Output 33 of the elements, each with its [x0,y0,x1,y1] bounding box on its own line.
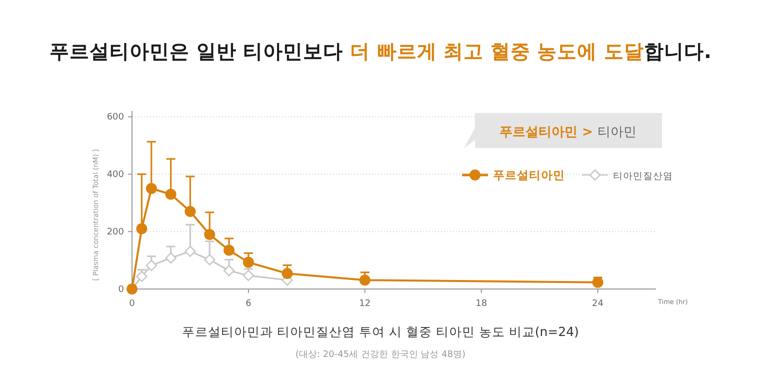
legend-label: 푸르설티아민 [493,168,565,182]
text: (대상: 20-45세 건강한 한국인 남성 48명) [296,350,466,360]
point [136,270,148,282]
x-tick-label: 24 [592,299,604,309]
x-tick-label: 0 [129,299,136,309]
point [223,264,235,276]
chart-title: 푸르설티아민은 일반 티아민보다 더 빠르게 최고 혈중 농도에 도달합니다. [50,40,712,63]
x-tick-label: 12 [359,299,371,309]
point [224,244,235,256]
y-tick-label: 600 [106,112,124,123]
text: 푸르설티아민과 티아민질산염 투여 시 혈중 티아민 농도 비교(n=24) [182,324,579,339]
y-tick-label: 0 [118,285,124,295]
x-tick-label: 18 [476,299,488,309]
point [282,268,293,279]
point [184,246,196,258]
point [184,206,196,217]
point [242,270,254,282]
annotation: 푸르설티아민 > [500,125,598,140]
point [204,228,216,240]
legend-label: 티아민질산염 [613,171,673,182]
point [146,183,157,194]
y-tick-label: 200 [106,228,124,238]
point [165,188,176,200]
point [146,260,158,272]
point [165,252,176,264]
y-tick-label: 400 [106,170,124,180]
point [136,223,148,234]
x-tick-label: 6 [246,299,252,309]
point [242,256,254,268]
point [204,254,216,266]
point [592,276,604,288]
annotation: 티아민 [597,125,636,140]
point [359,274,370,286]
